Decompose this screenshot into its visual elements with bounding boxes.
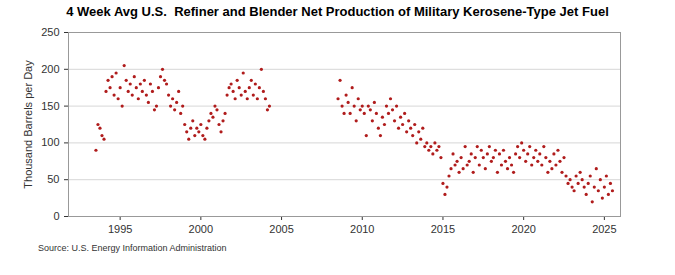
html-text:Source: U.S. Energy Informatio: Source: U.S. Energy Information Administ… <box>38 243 227 253</box>
svg-text:150: 150 <box>41 100 59 112</box>
html-text:4 Week Avg U.S. Refiner and Bl: 4 Week Avg U.S. Refiner and Blender Net … <box>66 4 609 19</box>
svg-text:100: 100 <box>41 136 59 148</box>
svg-text:2015: 2015 <box>431 223 455 235</box>
svg-text:0: 0 <box>53 210 59 222</box>
svg-text:1995: 1995 <box>108 223 132 235</box>
svg-text:50: 50 <box>47 173 59 185</box>
svg-text:2010: 2010 <box>350 223 374 235</box>
svg-text:Thousand Barrels per Day: Thousand Barrels per Day <box>22 60 34 189</box>
svg-text:250: 250 <box>41 26 59 38</box>
svg-text:2025: 2025 <box>592 223 616 235</box>
svg-text:2005: 2005 <box>269 223 293 235</box>
svg-text:2000: 2000 <box>189 223 213 235</box>
svg-text:200: 200 <box>41 63 59 75</box>
svg-text:2020: 2020 <box>511 223 535 235</box>
